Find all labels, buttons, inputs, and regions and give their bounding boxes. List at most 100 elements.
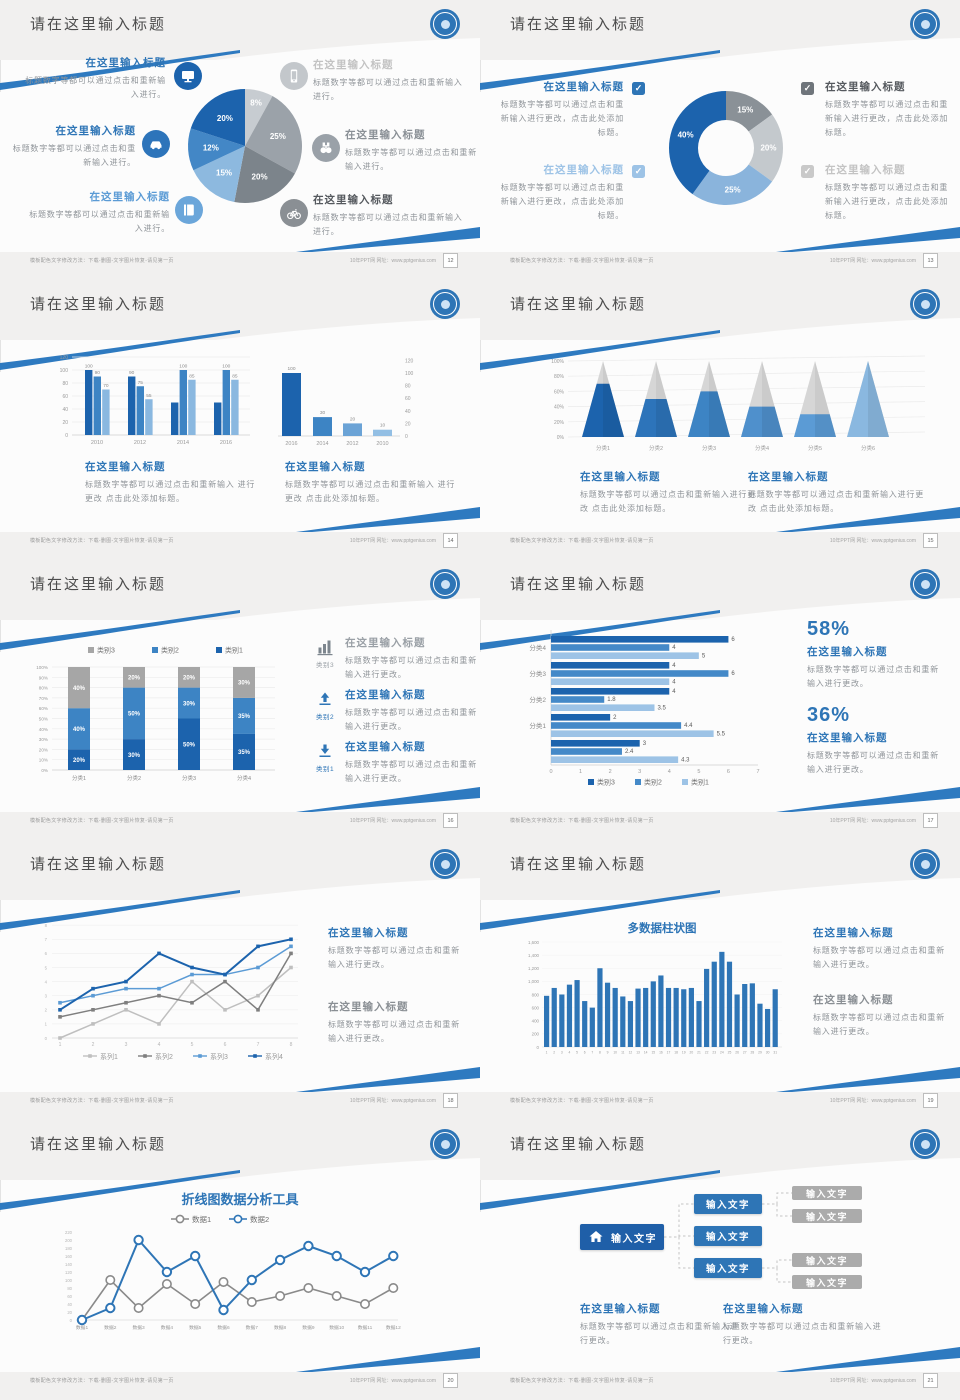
logo-core: [440, 579, 450, 589]
legend-swatch: [682, 779, 688, 785]
bar-value: 10: [380, 423, 386, 429]
y-tick: 100%: [551, 359, 564, 365]
hbar: [551, 662, 670, 669]
x-tick: 分类3: [702, 444, 716, 452]
page-title: 请在这里输入标题: [510, 1136, 647, 1153]
marker: [274, 1254, 286, 1266]
bar: [658, 975, 664, 1047]
footer-band: [0, 532, 480, 560]
y-tick: 30%: [39, 737, 48, 742]
callout-header: 在这里输入标题: [345, 741, 426, 753]
connector: [762, 1203, 792, 1217]
slide-thumbnail[interactable]: 0 1 2 3 4 5 6 7 8 1 2 3 4 5 6 7 8 系列1 系列2 系列3 系列4 请在这里输入标题 模板配…: [0, 840, 480, 1120]
gridline: [567, 355, 926, 362]
callout-body: 标题数字等都可以通过点击和重新输入 进行更改 点击此处添加标题。: [285, 480, 456, 503]
slide-thumbnail[interactable]: 输入文字 输入文字 输入文字 输入文字 输入文字 输入文字 输入文字 输入文字 请在这里输入标题…: [480, 1120, 960, 1400]
callout-header: 在这里输入标题: [813, 927, 894, 939]
marker: [256, 965, 260, 970]
bar: [559, 994, 565, 1047]
y-tick: 200: [65, 1238, 73, 1243]
slide-thumbnail[interactable]: 0 1 2 3 4 5 6 7 6 4 5 分类4 4 6 4 分类3 4 1.8 3.5 分类2 2 4.4 5.5 分类1…: [480, 560, 960, 840]
callout: 在这里输入标题 标题数字等都可以通过点击和重新输入进行更 改 点击此处添加标题。: [580, 470, 760, 516]
callout: 在这里输入标题 标题数字等都可以通过点击和重新输入进行更改。: [328, 1000, 466, 1046]
stack-segment: [123, 687, 145, 740]
x-tick: 6: [727, 769, 730, 775]
bar: [719, 951, 725, 1047]
page-number: 12: [443, 253, 458, 268]
legend-marker: [233, 1214, 243, 1224]
y-tick: 40%: [554, 405, 565, 411]
slide-thumbnail[interactable]: 8% 25% 20% 15% 12% 20% 请在这里输入标题 模板配色文字修改方法：下载-删…: [0, 0, 480, 280]
pie-slice: [234, 146, 295, 203]
slide-thumbnail[interactable]: 0 20 40 60 80 100 120 100 90 70 2010 90 75 55 2012 100 8…: [0, 280, 480, 560]
bar: [635, 988, 641, 1047]
callout-header: 在这里输入标题: [807, 732, 888, 744]
book-icon: [175, 196, 203, 224]
school-logo-icon: [910, 289, 940, 319]
page-title: 请在这里输入标题: [510, 576, 647, 593]
y-tick: 220: [65, 1230, 73, 1235]
bottom-wedge: [296, 227, 480, 252]
marker: [190, 1250, 201, 1262]
slide-canvas: 折线图数据分析工具 0 20 40 60 80 100 120 140 160 180 200 220 数…: [0, 1120, 480, 1400]
y-tick: 1,000: [528, 979, 540, 984]
slide-thumbnail[interactable]: 0% 10% 20% 30% 40% 50% 60% 70% 80% 90% 100% 20% 40% 4…: [0, 560, 480, 840]
marker: [359, 1266, 371, 1278]
callout: 在这里输入标题 标题数字等都可以通过点击和重新输入进行更改。: [580, 1302, 746, 1348]
footer-band: [480, 532, 960, 560]
y-tick: 1,400: [528, 953, 540, 958]
download-glyph: [319, 744, 331, 757]
x-tick: 24: [720, 1051, 724, 1055]
swoosh-accent: [480, 330, 720, 370]
callout: 在这里输入标题 标题数字等都可以通过点击和重新输入进行更改，点击此处添加标题。: [825, 80, 951, 140]
y-tick: 100: [65, 1278, 73, 1283]
marker: [359, 1299, 370, 1310]
x-tick: 22: [705, 1051, 709, 1055]
marker: [190, 979, 194, 984]
bar-value: 6: [731, 671, 735, 677]
callout-header: 在这里输入标题: [825, 164, 906, 176]
x-tick: 分类4: [237, 774, 251, 782]
logo-ring: [913, 1132, 937, 1156]
callout-header: 在这里输入标题: [328, 927, 409, 939]
x-tick: 数据2: [104, 1324, 117, 1331]
slide-thumbnail[interactable]: 15% 20% 25% 40% 请在这里输入标题 模板配色文字修改方法：下载-删图-文字图…: [480, 0, 960, 280]
marker: [124, 1008, 128, 1012]
callout-body: 标题数字等都可以通过点击和重新输入进行更改。: [813, 946, 945, 969]
slide-thumbnail[interactable]: 折线图数据分析工具 0 20 40 60 80 100 120 140 160 180 200 220 数…: [0, 1120, 480, 1400]
footer-band: [480, 1372, 960, 1400]
x-tick: 7: [257, 1042, 260, 1048]
bar: [627, 1001, 634, 1047]
pie-slice-label: 25%: [270, 132, 286, 141]
callout-header: 在这里输入标题: [580, 471, 661, 483]
diagram-mid-box: 输入文字: [694, 1226, 762, 1246]
logo-core: [440, 859, 450, 869]
x-tick: 12: [629, 1051, 633, 1055]
slide-thumbnail[interactable]: 多数据柱状图 0 200 400 600 800 1,000 1,200 1,400 1,600 1…: [480, 840, 960, 1120]
bar-value: 55: [146, 393, 152, 399]
x-tick: 2: [92, 1042, 95, 1048]
bar: [681, 989, 687, 1047]
footer-band: [480, 812, 960, 840]
x-tick: 25: [728, 1051, 732, 1055]
slide-thumbnail[interactable]: 0% 20% 40% 60% 80% 100% 分类1 分类2 分类3 分类4 分类5 分类6 请在这里…: [480, 280, 960, 560]
logo-core: [920, 1139, 930, 1149]
bar-value: 100: [85, 364, 93, 370]
x-tick: 2010: [376, 441, 388, 447]
pyramid-fill: [794, 414, 836, 437]
bar: [102, 389, 110, 435]
x-tick: 11: [621, 1051, 625, 1055]
bar: [597, 968, 603, 1047]
x-tick: 3: [561, 1051, 563, 1055]
slide-canvas: 多数据柱状图 0 200 400 600 800 1,000 1,200 1,400 1,600 1…: [480, 840, 960, 1120]
footer-site: 10年PPT网 网址：www.pptgenius.com: [349, 818, 436, 824]
bar: [128, 376, 136, 435]
bar-value: 3.5: [657, 705, 666, 711]
marker: [58, 1000, 62, 1005]
bar-value: 4: [672, 663, 676, 669]
y-tick: 20: [62, 420, 68, 426]
y-tick: 100: [60, 368, 69, 374]
marker: [218, 1304, 229, 1316]
y-tick: 200: [532, 1032, 540, 1037]
footer-band: [0, 812, 480, 840]
